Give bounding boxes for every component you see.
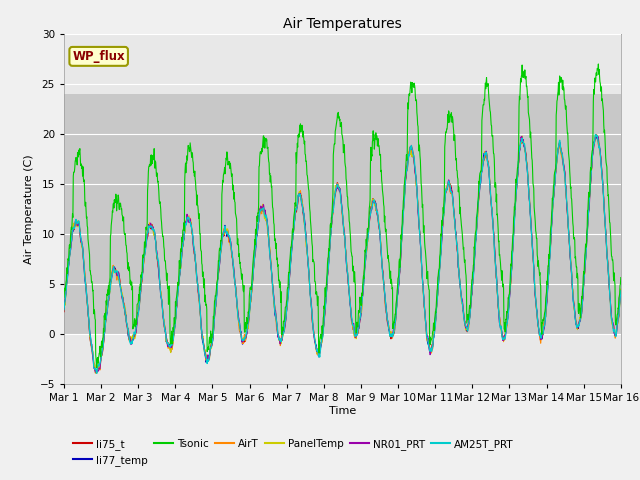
Y-axis label: Air Temperature (C): Air Temperature (C) <box>24 154 34 264</box>
Bar <box>64 94 621 334</box>
Text: WP_flux: WP_flux <box>72 50 125 63</box>
X-axis label: Time: Time <box>329 406 356 416</box>
Legend: li75_t, li77_temp, Tsonic, AirT, PanelTemp, NR01_PRT, AM25T_PRT: li75_t, li77_temp, Tsonic, AirT, PanelTe… <box>69 435 518 470</box>
Title: Air Temperatures: Air Temperatures <box>283 17 402 31</box>
